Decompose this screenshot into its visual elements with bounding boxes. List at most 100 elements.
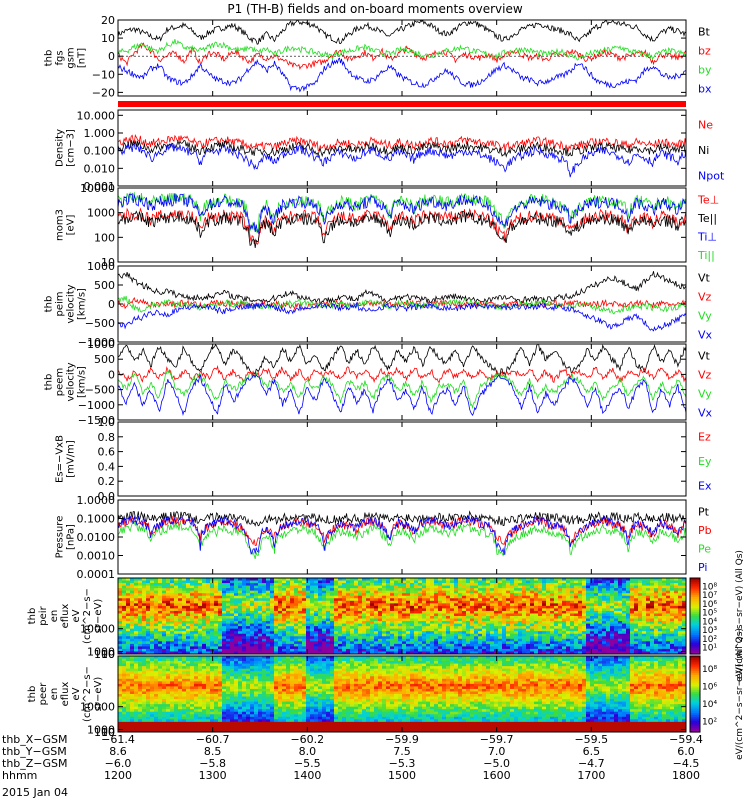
spectrogram-cell xyxy=(210,633,215,637)
spectrogram-cell xyxy=(266,641,271,645)
spectrogram-cell xyxy=(346,626,351,630)
spectrogram-cell xyxy=(650,618,655,622)
spectrogram-cell xyxy=(414,593,419,597)
colorbar-cell xyxy=(690,589,700,592)
spectrogram-cell xyxy=(286,641,291,645)
spectrogram-cell xyxy=(426,633,431,637)
spectrogram-cell xyxy=(494,643,499,647)
spectrogram-cell xyxy=(426,610,431,615)
spectrogram-cell xyxy=(146,716,151,720)
spectrogram-cell xyxy=(582,626,587,630)
spectrogram-cell xyxy=(554,593,559,597)
spectrogram-cell xyxy=(446,595,451,599)
spectrogram-cell xyxy=(542,598,547,602)
spectrogram-cell xyxy=(354,628,359,632)
spectrogram-cell xyxy=(282,598,287,602)
spectrogram-cell xyxy=(126,673,131,677)
spectrogram-cell xyxy=(466,598,471,602)
spectrogram-cell xyxy=(398,641,403,645)
spectrogram-cell xyxy=(162,668,167,672)
spectrogram-cell xyxy=(370,600,375,604)
spectrogram-cell xyxy=(366,618,371,622)
spectrogram-cell xyxy=(190,600,195,604)
spectrogram-cell xyxy=(294,641,299,645)
spectrogram-cell xyxy=(126,681,131,685)
spectrogram-cell xyxy=(538,638,543,642)
spectrogram-cell xyxy=(566,643,571,647)
spectrogram-cell xyxy=(134,633,139,637)
spectrogram-cell xyxy=(502,631,507,635)
spectrogram-cell xyxy=(346,648,351,653)
spectrogram-cell xyxy=(126,610,131,615)
spectrogram-cell xyxy=(230,616,235,620)
spectrogram-cell xyxy=(586,608,591,612)
spectrogram-cell xyxy=(174,638,179,642)
spectrogram-cell xyxy=(118,694,123,698)
spectrogram-cell xyxy=(486,588,491,592)
spectrogram-cell xyxy=(554,643,559,647)
spectrogram-cell xyxy=(146,704,151,708)
spectrogram-cell xyxy=(618,633,623,637)
spectrogram-cell xyxy=(298,636,303,640)
spectrogram-cell xyxy=(538,613,543,617)
spectrogram-cell xyxy=(170,600,175,604)
spectrogram-cell xyxy=(418,651,423,654)
spectrogram-cell xyxy=(342,626,347,630)
spectrogram-cell xyxy=(478,595,483,599)
spectrogram-cell xyxy=(558,605,563,609)
spectrogram-cell xyxy=(118,716,123,720)
spectrogram-cell xyxy=(154,688,159,693)
spectrogram-cell xyxy=(286,598,291,602)
spectrogram-cell xyxy=(138,578,143,582)
spectrogram-cell xyxy=(418,633,423,637)
spectrogram-cell xyxy=(370,618,375,622)
spectrogram-cell xyxy=(478,608,483,612)
spectrogram-cell xyxy=(522,631,527,635)
spectrogram-cell xyxy=(666,578,671,582)
spectrogram-cell xyxy=(542,623,547,627)
spectrogram-cell xyxy=(262,623,267,627)
spectrogram-cell xyxy=(374,613,379,617)
spectrogram-cell xyxy=(586,646,591,650)
spectrogram-cell xyxy=(398,618,403,622)
spectrogram-cell xyxy=(642,626,647,630)
spectrogram-cell xyxy=(406,598,411,602)
spectrogram-cell xyxy=(314,605,319,609)
spectrogram-cell xyxy=(178,651,183,654)
spectrogram-cell xyxy=(170,688,175,693)
spectrogram-cell xyxy=(638,648,643,653)
spectrogram-cell xyxy=(358,580,363,584)
spectrogram-cell xyxy=(162,714,167,718)
y-axis-label: peem xyxy=(55,368,66,396)
spectrogram-cell xyxy=(238,603,243,607)
spectrogram-cell xyxy=(630,631,635,635)
spectrogram-cell xyxy=(478,578,483,582)
spectrogram-cell xyxy=(230,648,235,653)
spectrogram-cell xyxy=(186,616,191,620)
spectrogram-cell xyxy=(438,583,443,587)
spectrogram-cell xyxy=(534,585,539,589)
spectrogram-cell xyxy=(238,643,243,647)
spectrogram-cell xyxy=(214,648,219,653)
spectrogram-cell xyxy=(322,643,327,647)
spectrogram-cell xyxy=(638,613,643,617)
spectrogram-cell xyxy=(274,641,279,645)
spectrogram-cell xyxy=(606,593,611,597)
spectrogram-cell xyxy=(458,621,463,625)
spectrogram-cell xyxy=(230,643,235,647)
spectrogram-cell xyxy=(242,583,247,587)
spectrogram-cell xyxy=(134,706,139,710)
spectrogram-cell xyxy=(538,588,543,592)
legend-Ey: Ey xyxy=(698,455,712,468)
spectrogram-cell xyxy=(586,633,591,637)
spectrogram-cell xyxy=(122,631,127,635)
spectrogram-cell xyxy=(126,701,131,705)
spectrogram-cell xyxy=(158,663,163,667)
spectrogram-cell xyxy=(122,583,127,587)
spectrogram-cell xyxy=(638,643,643,647)
spectrogram-cell xyxy=(286,580,291,584)
spectrogram-cell xyxy=(170,694,175,698)
spectrogram-cell xyxy=(386,590,391,594)
spectrogram-cell xyxy=(382,648,387,653)
spectrogram-cell xyxy=(670,646,675,650)
